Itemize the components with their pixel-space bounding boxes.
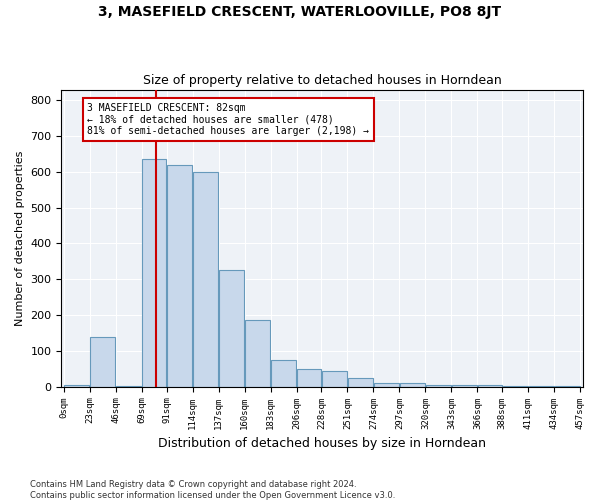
Bar [142, 160, 166, 386]
Bar [90, 336, 115, 386]
Bar [167, 164, 192, 386]
Bar [478, 385, 502, 386]
Bar [64, 385, 89, 386]
Bar [425, 385, 451, 386]
Title: Size of property relative to detached houses in Horndean: Size of property relative to detached ho… [143, 74, 502, 87]
Bar [374, 383, 399, 386]
Text: 3 MASEFIELD CRESCENT: 82sqm
← 18% of detached houses are smaller (478)
81% of se: 3 MASEFIELD CRESCENT: 82sqm ← 18% of det… [88, 103, 370, 136]
Text: 3, MASEFIELD CRESCENT, WATERLOOVILLE, PO8 8JT: 3, MASEFIELD CRESCENT, WATERLOOVILLE, PO… [98, 5, 502, 19]
Bar [347, 378, 373, 386]
Bar [193, 172, 218, 386]
Bar [271, 360, 296, 386]
Bar [297, 369, 321, 386]
Bar [400, 383, 425, 386]
X-axis label: Distribution of detached houses by size in Horndean: Distribution of detached houses by size … [158, 437, 486, 450]
Bar [219, 270, 244, 386]
Y-axis label: Number of detached properties: Number of detached properties [15, 150, 25, 326]
Bar [452, 385, 477, 386]
Bar [322, 370, 347, 386]
Bar [245, 320, 270, 386]
Text: Contains HM Land Registry data © Crown copyright and database right 2024.
Contai: Contains HM Land Registry data © Crown c… [30, 480, 395, 500]
